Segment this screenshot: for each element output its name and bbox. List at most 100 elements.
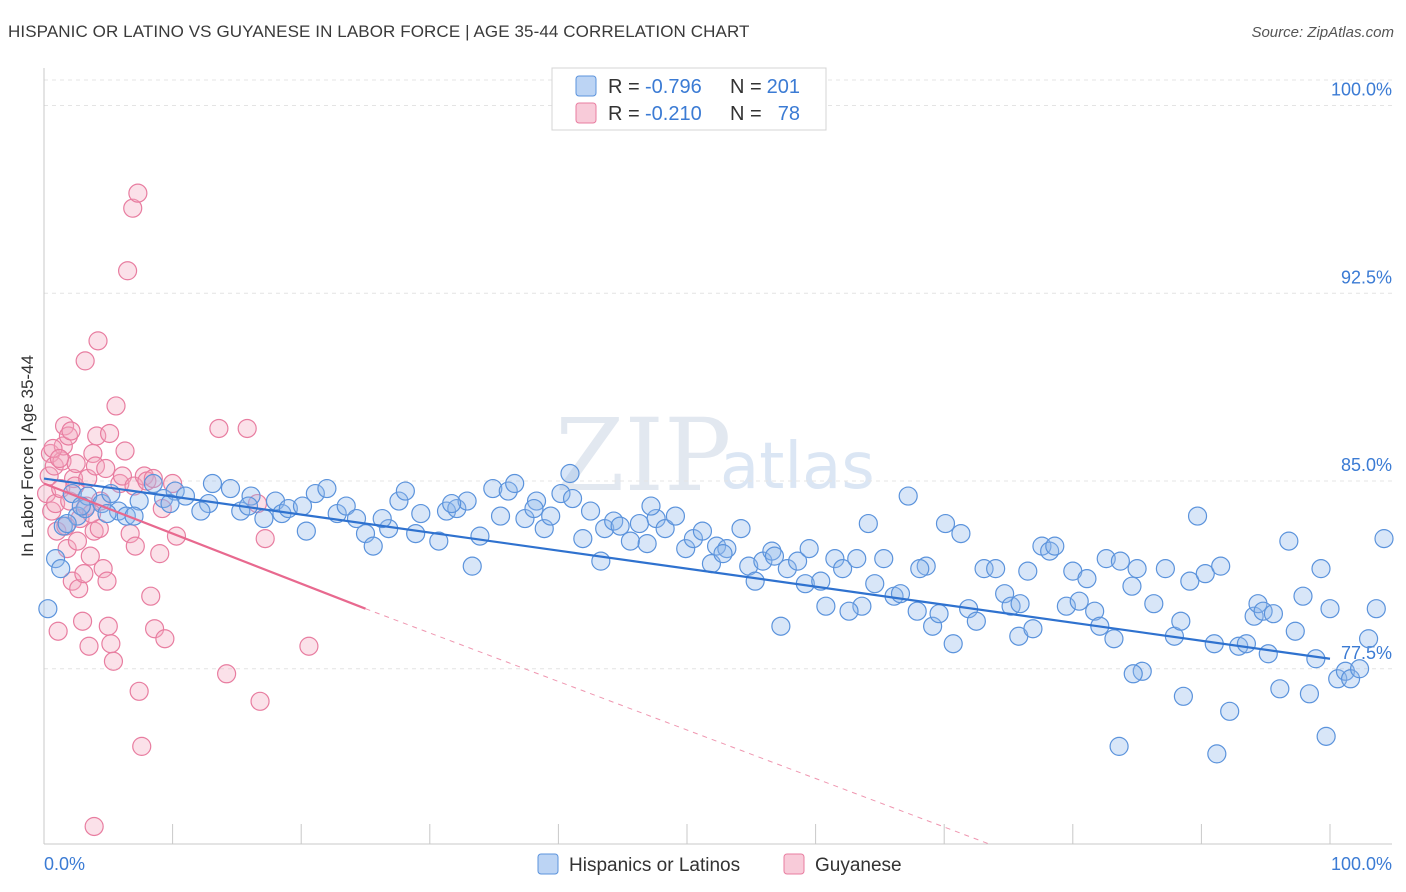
hispanics-point [943,634,963,654]
hispanics-point [202,473,223,494]
hispanics-point [692,521,713,541]
hispanics-point [363,536,383,556]
guyanese-point [74,564,94,584]
hispanics-point [777,559,797,579]
hispanics-point [641,496,661,516]
hispanics-point [974,559,994,579]
guyanese-point [255,529,275,549]
guyanese-point [99,423,120,444]
hispanics-point [1123,664,1143,684]
hispanics-point [929,604,949,624]
hispanics-point [1366,599,1386,619]
y-tick-labels: 77.5% 85.0% 92.5% 100.0% [1331,80,1392,663]
chart-title: HISPANIC OR LATINO VS GUYANESE IN LABOR … [8,22,750,41]
trend-line-hispanics [43,477,1331,660]
guyanese-point [155,629,175,649]
hispanics-point [336,496,356,516]
hispanics-point [38,599,58,619]
guyanese-point [47,521,67,541]
hispanics-point [1244,606,1264,626]
guyanese-point [129,681,149,701]
legend-frame [551,67,827,131]
hispanics-point [541,506,561,526]
hispanics-point [462,556,482,576]
guyanese-point [48,621,68,641]
guyanese-point [143,468,163,489]
hispanics-point [1069,591,1089,611]
hispanics-point [498,481,518,501]
hispanics-point [1236,634,1257,654]
hispanics-point [676,539,696,559]
hispanics-point [637,534,657,554]
hispanics-point [1010,594,1030,614]
hispanics-point [1104,629,1124,649]
hispanics-point [1349,659,1370,679]
hispanics-point [799,539,819,559]
hispanics-point [1056,596,1076,616]
hispanics-point [995,584,1015,604]
x-tick-marks [172,824,1331,844]
hispanics-point [745,571,765,591]
guyanese-point [79,636,99,656]
x-tick-label-min: 0.0% [44,854,85,874]
hispanics-point [395,481,415,501]
hispanics-point [1171,611,1191,631]
hispanics-point [1122,576,1142,596]
hispanics-point [573,529,593,549]
hispanics-point [771,616,791,636]
guyanese-point [93,559,113,579]
guyanese-point [150,544,170,564]
hispanics-point [966,611,986,631]
hispanics-point [429,531,449,551]
hispanics-point [1293,586,1313,606]
guyanese-point [88,331,108,351]
hispanics-point [787,551,808,571]
hispanics-point [655,518,675,539]
hispanics-point [1285,621,1305,641]
source-label: Source: ZipAtlas.com [1251,24,1394,41]
hispanics-point [713,544,733,564]
y-tick-label: 92.5% [1341,267,1392,287]
hispanics-point [1077,569,1097,589]
hispanics-point [551,483,571,504]
series-guyanese-points [36,183,319,837]
trend-line-guyanese-extension [365,608,990,845]
hispanics-point [986,559,1006,579]
hispanics-point [1187,506,1208,526]
hispanics-point [620,531,641,551]
hispanics-point [1144,594,1164,614]
hispanics-point [411,503,431,524]
guyanese-point [49,448,70,469]
hispanics-point [852,596,872,616]
guyanese-point [75,351,95,371]
guyanese-point [128,183,148,203]
guyanese-point [89,518,109,539]
hispanics-point [907,601,927,621]
hispanics-point [847,549,867,569]
y-tick-label: 77.5% [1341,643,1392,663]
axes [43,68,1392,845]
hispanics-point [560,463,580,484]
bottom-legend: Hispanics or Latinos Guyanese [537,853,902,876]
hispanics-point [839,601,859,621]
hispanics-point [526,491,547,511]
hispanics-point [372,508,392,529]
hispanics-point [470,526,490,546]
legend-n-value-0: 201 [767,76,800,98]
hispanics-point [254,508,274,529]
y-tick-label: 100.0% [1331,80,1392,100]
hispanics-point [1320,599,1340,619]
guyanese-point [115,441,135,461]
hispanics-point [1085,601,1105,621]
guyanese-point [72,611,93,631]
guyanese-point [66,453,86,474]
hispanics-point [1358,629,1379,649]
hispanics-point [858,513,878,534]
guyanese-point [43,438,63,459]
guyanese-point [299,636,319,656]
hispanics-point [629,513,650,534]
legend-n-label-1: N = [730,103,762,125]
hispanics-point [317,478,337,499]
hispanics-point [935,513,956,534]
guyanese-point [141,586,161,606]
